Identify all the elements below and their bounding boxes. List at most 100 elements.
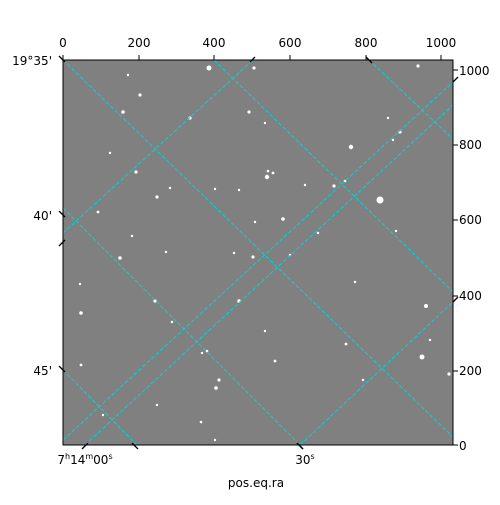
star-23 bbox=[253, 220, 257, 224]
y-tick-label-400: 400 bbox=[459, 289, 482, 303]
star-30 bbox=[424, 304, 428, 308]
world-tick-1 bbox=[58, 210, 66, 218]
star-51 bbox=[386, 116, 390, 120]
x-axis-label: pos.eq.ra bbox=[228, 476, 284, 490]
dec-label-40: 40' bbox=[33, 209, 52, 223]
plot-frame bbox=[62, 59, 454, 446]
star-54 bbox=[303, 183, 307, 187]
star-11 bbox=[134, 170, 138, 174]
star-33 bbox=[79, 311, 83, 315]
star-14 bbox=[266, 169, 270, 173]
world-tick-7 bbox=[365, 56, 373, 64]
star-12 bbox=[264, 174, 270, 180]
top-axis-labels: 0 200 400 600 800 1000 bbox=[59, 36, 456, 50]
world-tick-11 bbox=[296, 442, 304, 450]
grid-line-5 bbox=[63, 60, 254, 234]
star-39 bbox=[273, 359, 277, 363]
star-21 bbox=[96, 210, 100, 214]
world-tick-8 bbox=[81, 442, 89, 450]
grid-line-2 bbox=[368, 60, 453, 140]
star-26 bbox=[251, 255, 255, 259]
star-2 bbox=[126, 73, 130, 77]
star-13 bbox=[271, 171, 275, 175]
world-tick-5 bbox=[452, 296, 459, 303]
star-53 bbox=[108, 151, 112, 155]
tick-marks bbox=[58, 55, 459, 450]
x-tick-label-800: 800 bbox=[355, 36, 378, 50]
star-43 bbox=[214, 386, 218, 390]
star-17 bbox=[376, 196, 384, 204]
star-4 bbox=[121, 110, 125, 114]
grid-line-3 bbox=[63, 207, 301, 445]
right-axis-labels: 1000 800 600 400 200 0 bbox=[459, 64, 490, 453]
world-tick-9 bbox=[131, 442, 139, 450]
star-15 bbox=[332, 184, 336, 188]
ra-label-30s: 30s bbox=[295, 452, 314, 467]
star-35 bbox=[263, 329, 267, 333]
star-55 bbox=[353, 280, 357, 284]
star-57 bbox=[316, 231, 320, 235]
x-tick-label-1000: 1000 bbox=[426, 36, 457, 50]
x-tick-label-0: 0 bbox=[59, 36, 67, 50]
star-45 bbox=[447, 372, 451, 376]
star-20 bbox=[237, 188, 241, 192]
star-7 bbox=[263, 121, 267, 125]
star-1 bbox=[252, 66, 256, 70]
star-0 bbox=[206, 65, 212, 71]
star-28 bbox=[232, 251, 236, 255]
star-19 bbox=[213, 187, 217, 191]
y-tick-label-200: 200 bbox=[459, 364, 482, 378]
grid-line-7 bbox=[84, 104, 453, 445]
star-44 bbox=[361, 378, 365, 382]
star-3 bbox=[138, 93, 142, 97]
y-tick-label-0: 0 bbox=[459, 439, 467, 453]
star-52 bbox=[168, 186, 172, 190]
star-8 bbox=[348, 144, 354, 150]
star-18 bbox=[155, 195, 159, 199]
star-59 bbox=[428, 338, 432, 342]
x-tick-label-600: 600 bbox=[279, 36, 302, 50]
coordinate-grid bbox=[63, 60, 453, 445]
star-31 bbox=[153, 299, 157, 303]
star-46 bbox=[155, 403, 159, 407]
star-42 bbox=[217, 378, 221, 382]
y-tick-label-600: 600 bbox=[459, 213, 482, 227]
y-tick-label-800: 800 bbox=[459, 138, 482, 152]
world-tick-3 bbox=[58, 239, 66, 247]
sky-image bbox=[63, 60, 453, 445]
world-tick-0 bbox=[58, 55, 66, 63]
grid-line-8 bbox=[299, 301, 453, 445]
star-56 bbox=[78, 282, 82, 286]
star-38 bbox=[200, 351, 204, 355]
star-50 bbox=[416, 64, 420, 68]
stars-layer bbox=[78, 64, 451, 442]
x-tick-label-200: 200 bbox=[128, 36, 151, 50]
grid-line-0 bbox=[63, 60, 453, 438]
dec-label-35: 19°35' bbox=[12, 54, 52, 68]
dec-label-45: 45' bbox=[33, 364, 52, 378]
star-41 bbox=[79, 363, 83, 367]
world-tick-2 bbox=[58, 365, 66, 373]
y-tick-label-1000: 1000 bbox=[459, 64, 490, 78]
grid-line-4 bbox=[63, 369, 138, 445]
world-tick-6 bbox=[249, 56, 256, 63]
star-29 bbox=[394, 229, 398, 233]
star-40 bbox=[419, 354, 425, 360]
ra-label-7h14m00s: 7h14m00s bbox=[57, 452, 112, 467]
star-34 bbox=[170, 320, 174, 324]
grid-line-1 bbox=[213, 60, 453, 293]
x-tick-label-400: 400 bbox=[203, 36, 226, 50]
star-22 bbox=[281, 217, 285, 221]
star-10 bbox=[391, 138, 395, 142]
world-tick-4 bbox=[452, 76, 459, 83]
star-47 bbox=[199, 420, 203, 424]
star-36 bbox=[344, 342, 348, 346]
star-49 bbox=[101, 413, 105, 417]
grid-line-6 bbox=[63, 81, 453, 441]
star-58 bbox=[130, 234, 134, 238]
star-25 bbox=[164, 250, 168, 254]
star-37 bbox=[205, 349, 209, 353]
dec-axis-labels: 19°35' 40' 45' bbox=[12, 54, 52, 378]
ra-axis-labels: 7h14m00s 30s bbox=[57, 452, 314, 467]
